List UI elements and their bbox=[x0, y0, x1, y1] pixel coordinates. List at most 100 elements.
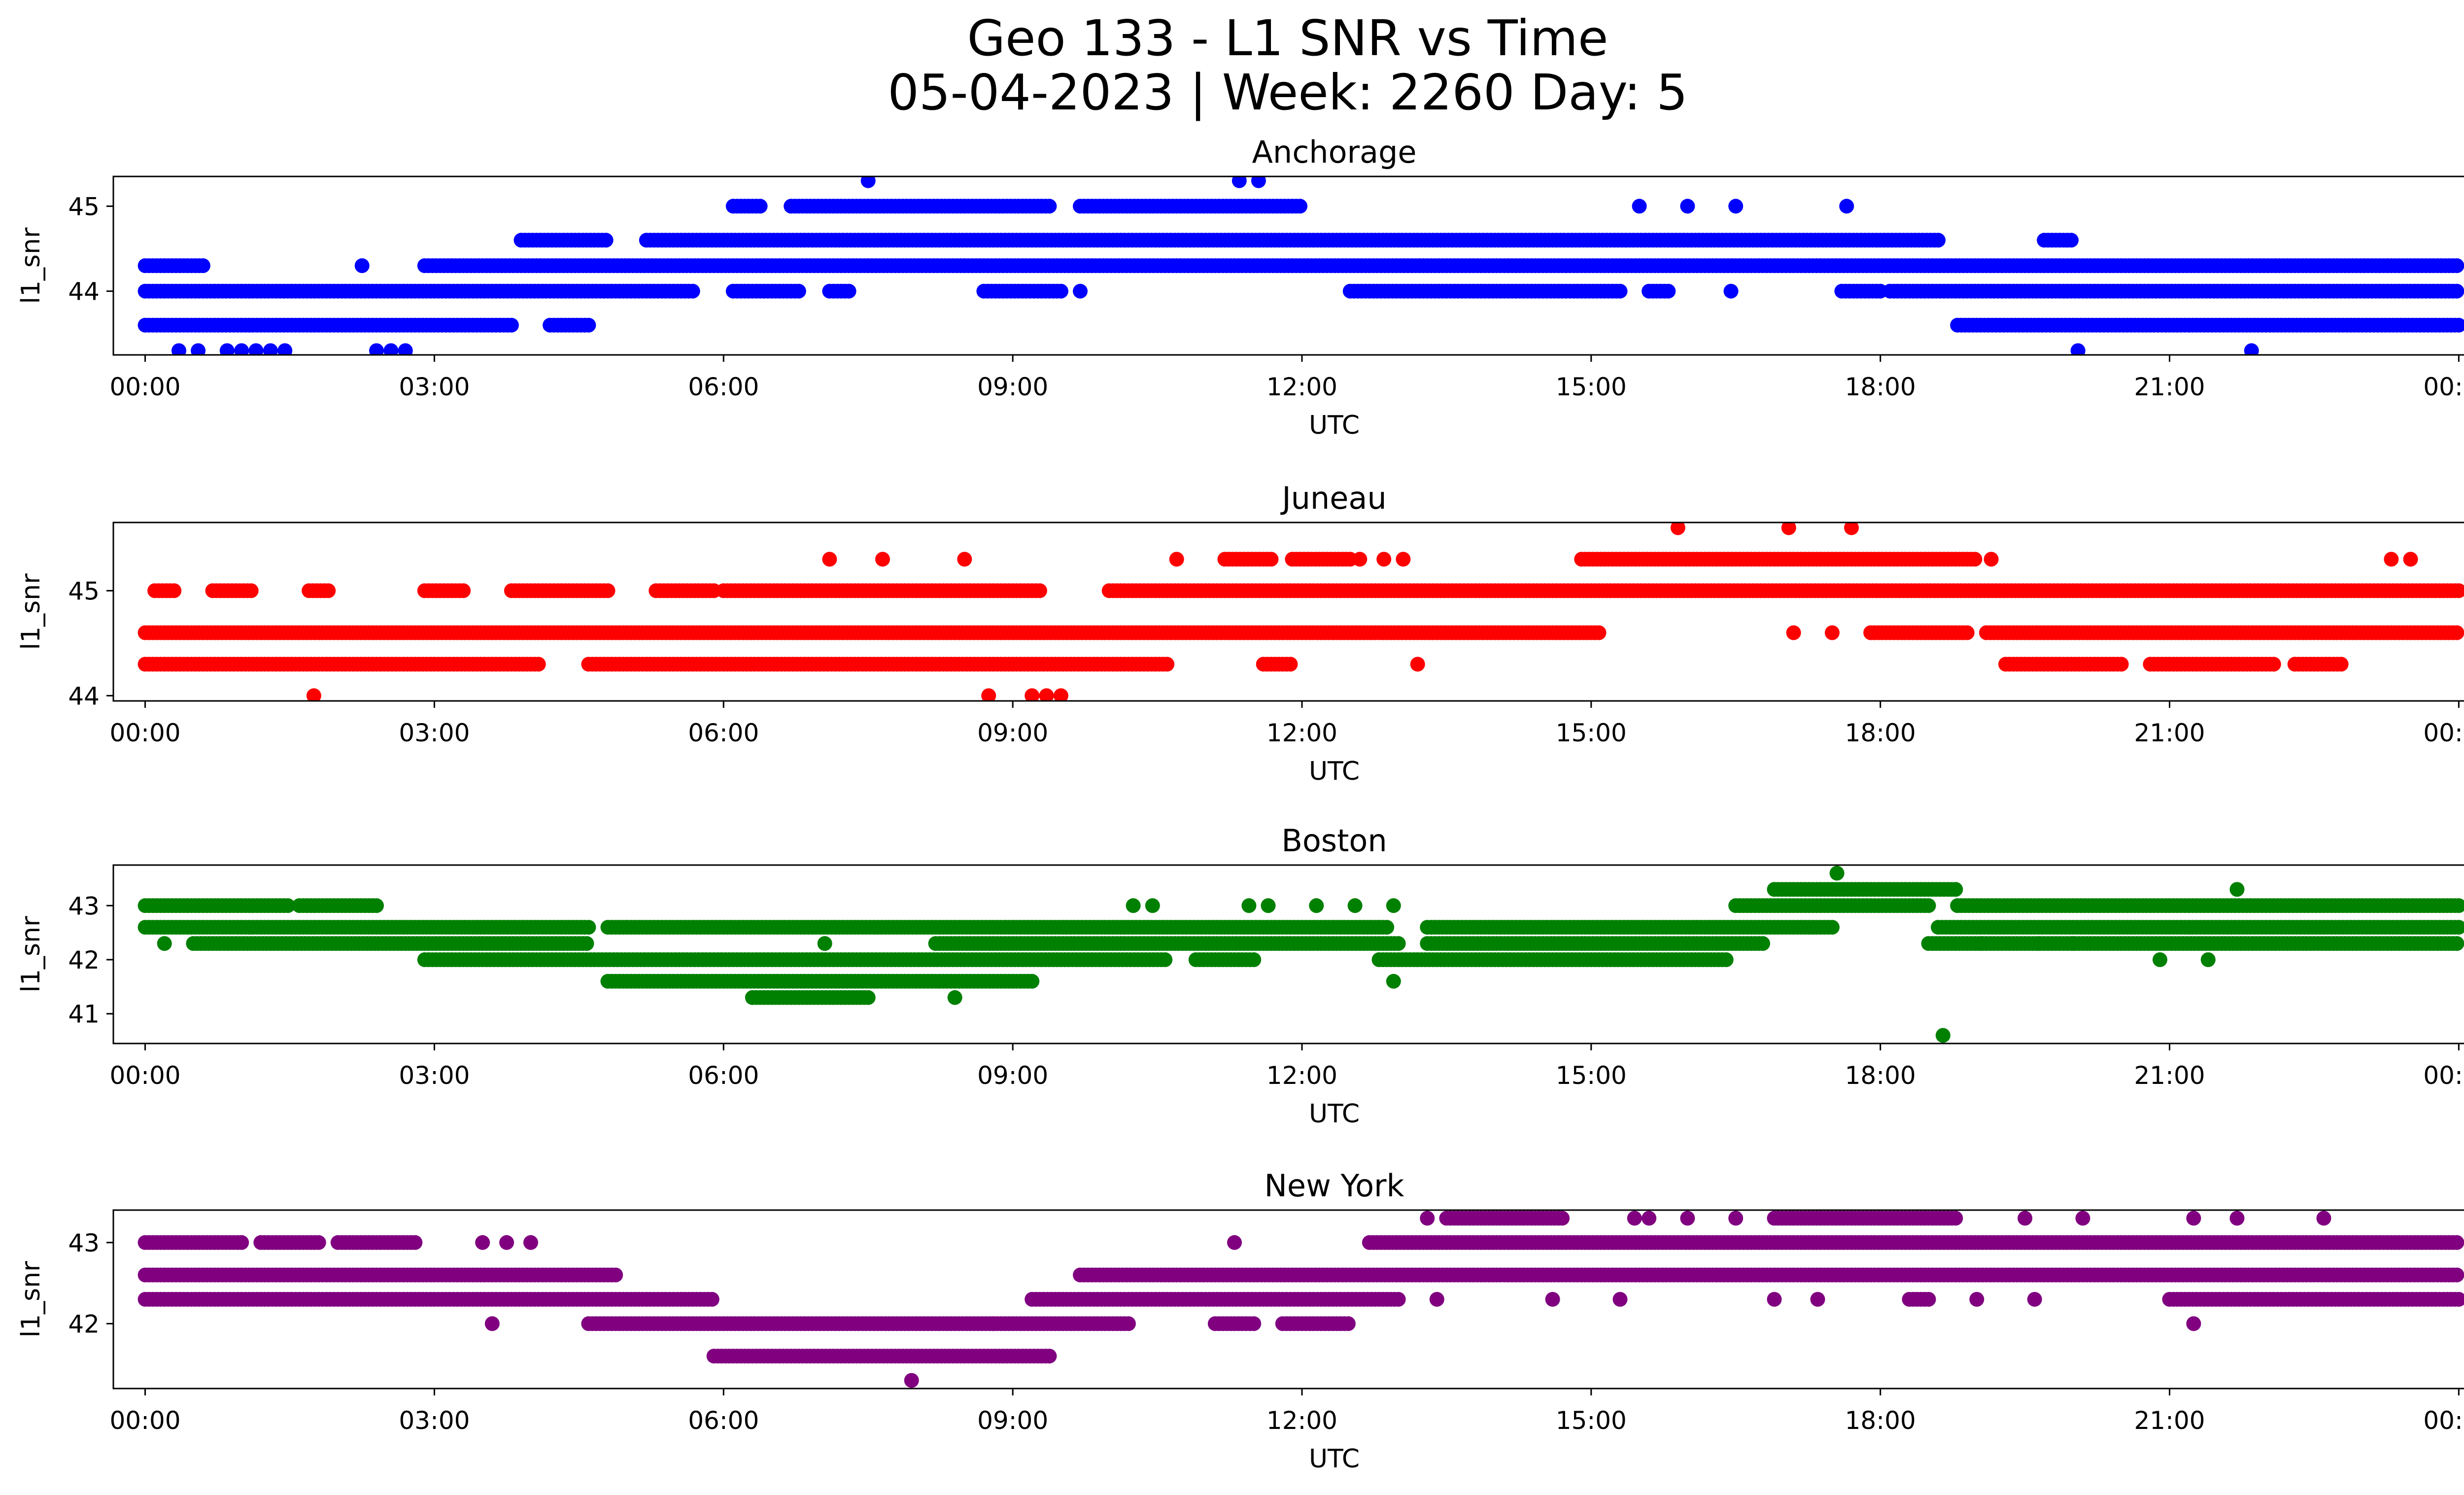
data-point bbox=[504, 317, 519, 333]
data-point bbox=[369, 343, 384, 355]
data-point bbox=[2449, 283, 2464, 299]
data-point bbox=[167, 583, 182, 598]
x-axis-label: UTC bbox=[1309, 411, 1360, 440]
data-point bbox=[2384, 552, 2399, 567]
subplot-title: Anchorage bbox=[1252, 134, 1416, 170]
x-tick-label: 06:00 bbox=[688, 373, 759, 401]
figure-title-line2: 05-04-2023 | Week: 2260 Day: 5 bbox=[888, 64, 1688, 121]
data-point bbox=[685, 283, 700, 299]
data-point bbox=[1410, 657, 1425, 672]
data-point bbox=[600, 583, 616, 598]
data-point bbox=[1232, 176, 1247, 188]
x-tick-label: 21:00 bbox=[2134, 719, 2205, 747]
data-point bbox=[581, 920, 596, 935]
data-point bbox=[1632, 199, 1647, 214]
x-tick-label: 00:00 bbox=[2423, 373, 2464, 401]
x-tick-label: 18:00 bbox=[1845, 373, 1916, 401]
data-point bbox=[277, 343, 293, 355]
y-tick-label: 45 bbox=[68, 577, 100, 605]
data-point bbox=[219, 343, 235, 355]
data-point bbox=[579, 936, 594, 951]
data-point bbox=[1032, 583, 1047, 598]
data-point bbox=[1160, 657, 1175, 672]
data-point bbox=[1073, 283, 1088, 299]
data-point bbox=[243, 583, 259, 598]
y-axis-label: l1_snr bbox=[16, 227, 46, 304]
x-tick-label: 00:00 bbox=[110, 373, 181, 401]
data-point bbox=[1396, 552, 1411, 567]
data-point bbox=[1723, 283, 1739, 299]
data-point bbox=[841, 283, 856, 299]
y-axis-label: l1_snr bbox=[16, 573, 46, 650]
x-tick-label: 15:00 bbox=[1556, 373, 1627, 401]
data-point bbox=[1781, 522, 1796, 535]
data-point bbox=[398, 343, 413, 355]
data-point bbox=[581, 317, 596, 333]
data-point bbox=[1718, 952, 1734, 967]
data-point bbox=[1246, 952, 1262, 967]
data-point bbox=[1039, 688, 1054, 701]
data-point bbox=[1591, 625, 1607, 640]
data-point bbox=[263, 343, 278, 355]
data-point bbox=[2451, 317, 2464, 333]
data-point bbox=[531, 657, 546, 672]
data-point bbox=[354, 258, 370, 273]
data-point bbox=[1169, 552, 1184, 567]
data-point bbox=[2244, 343, 2259, 355]
x-tick-label: 03:00 bbox=[399, 719, 470, 747]
data-point bbox=[957, 552, 972, 567]
data-point bbox=[1352, 552, 1368, 567]
data-point bbox=[860, 990, 876, 1005]
data-point bbox=[1158, 952, 1173, 967]
data-point bbox=[1612, 283, 1628, 299]
data-point bbox=[1293, 199, 1308, 214]
data-point bbox=[2449, 936, 2464, 951]
data-point bbox=[1839, 199, 1854, 214]
data-point bbox=[2449, 258, 2464, 273]
data-point bbox=[2403, 552, 2418, 567]
data-point bbox=[383, 343, 399, 355]
data-points bbox=[137, 866, 2464, 1043]
data-point bbox=[234, 343, 249, 355]
data-point bbox=[1251, 176, 1266, 188]
data-point bbox=[2333, 657, 2349, 672]
x-tick-label: 09:00 bbox=[977, 719, 1048, 747]
data-point bbox=[875, 552, 890, 567]
data-point bbox=[1921, 898, 1936, 913]
data-point bbox=[1670, 522, 1685, 535]
data-point bbox=[1786, 625, 1801, 640]
subplot-title: Boston bbox=[1281, 823, 1387, 859]
data-point bbox=[369, 898, 384, 913]
data-point bbox=[1931, 233, 1946, 248]
data-point bbox=[822, 552, 837, 567]
data-point bbox=[1661, 283, 1676, 299]
data-point bbox=[171, 343, 186, 355]
data-point bbox=[1025, 973, 1040, 989]
data-point bbox=[1984, 552, 1999, 567]
data-point bbox=[1967, 552, 1983, 567]
data-point bbox=[248, 343, 264, 355]
data-point bbox=[860, 176, 876, 188]
x-tick-label: 00:00 bbox=[2423, 719, 2464, 747]
data-point bbox=[1824, 920, 1840, 935]
x-tick-label: 21:00 bbox=[2134, 373, 2205, 401]
data-point bbox=[1042, 199, 1057, 214]
x-tick-label: 00:00 bbox=[110, 719, 181, 747]
x-tick-label: 06:00 bbox=[688, 719, 759, 747]
data-point bbox=[1053, 688, 1068, 701]
data-point bbox=[1680, 199, 1695, 214]
data-point bbox=[321, 583, 336, 598]
data-point bbox=[2451, 583, 2464, 598]
x-tick-label: 12:00 bbox=[1266, 373, 1337, 401]
data-point bbox=[1283, 657, 1298, 672]
data-point bbox=[1755, 936, 1770, 951]
data-point bbox=[1824, 625, 1840, 640]
data-point bbox=[1025, 688, 1040, 701]
data-point bbox=[2266, 657, 2281, 672]
data-point bbox=[1376, 552, 1392, 567]
figure-title-line1: Geo 133 - L1 SNR vs Time bbox=[967, 9, 1608, 67]
